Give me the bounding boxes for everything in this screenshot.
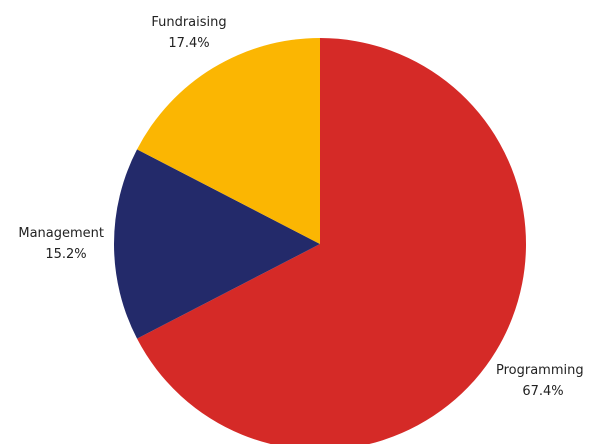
slice-label-programming: Programming (496, 363, 584, 378)
slice-percent-programming: 67.4% (522, 384, 563, 399)
slice-label-management: Management (18, 226, 104, 241)
pie-slices (113, 38, 526, 444)
pie-labels: Programming 67.4% Management 15.2% Fundraisi… (18, 15, 583, 399)
slice-percent-management: 15.2% (45, 247, 86, 262)
pie-slice-fundraising (137, 38, 320, 244)
slice-label-fundraising: Fundraising (151, 15, 226, 30)
pie-slice-management (113, 149, 320, 339)
pie-slice-programming (137, 38, 526, 444)
slice-percent-fundraising: 17.4% (168, 36, 209, 51)
